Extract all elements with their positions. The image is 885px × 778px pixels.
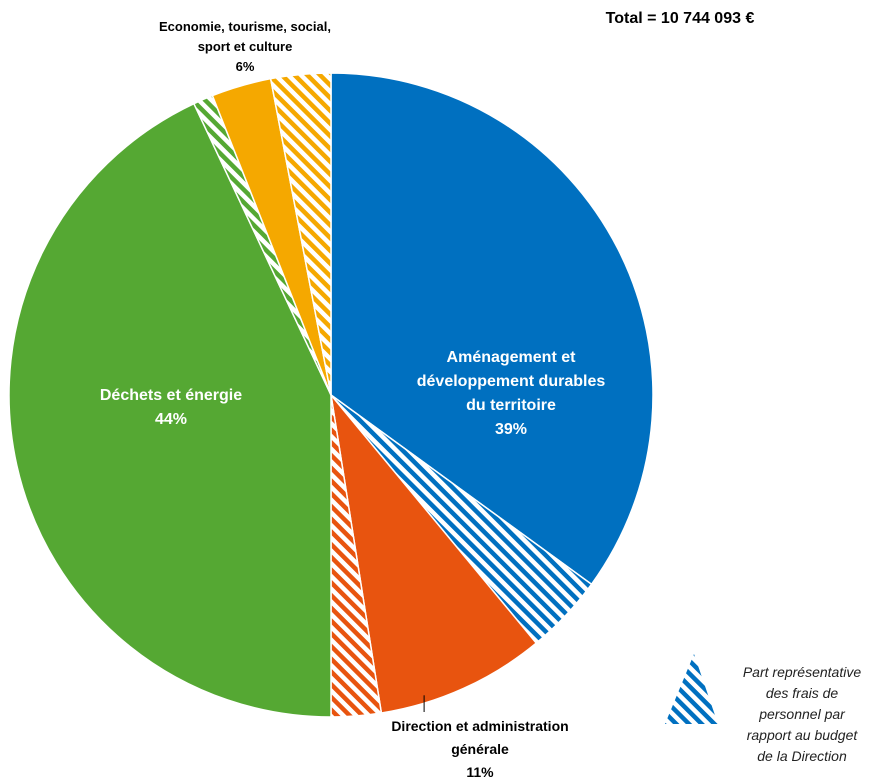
pie-slice: [329, 392, 538, 714]
slice-labels: Aménagement et développement durables du t…: [100, 19, 605, 778]
legend-text: Part représentative des frais de personn…: [722, 662, 882, 767]
legend-hatch-swatch: [665, 654, 718, 724]
slice-label: du territoire: [466, 397, 556, 414]
slice-percent-label: 11%: [466, 764, 494, 778]
chart-title: Total = 10 744 093 €: [606, 10, 755, 27]
slice-label: Aménagement et: [447, 349, 577, 366]
legend-line: Part représentative: [742, 664, 862, 680]
legend-line: rapport au budget: [746, 727, 858, 743]
pie-slices: [8, 72, 654, 718]
slice-percent-label: 6%: [236, 59, 255, 74]
slice-label: générale: [451, 741, 509, 757]
slice-label: Direction et administration: [391, 718, 568, 734]
slice-percent-label: 44%: [155, 411, 187, 428]
slice-label: développement durables: [417, 373, 606, 390]
slice-percent-label: 39%: [495, 421, 527, 438]
legend-line: personnel par: [759, 706, 845, 722]
slice-label: Economie, tourisme, social,: [159, 19, 331, 34]
pie-slice: [330, 72, 654, 586]
slice-label: Déchets et énergie: [100, 387, 242, 404]
pie-slice-hatched: [269, 72, 332, 396]
legend-line: de la Direction: [757, 748, 847, 764]
legend-line: des frais de: [765, 685, 839, 701]
pie-slice: [8, 102, 332, 718]
slice-label: sport et culture: [198, 39, 293, 54]
